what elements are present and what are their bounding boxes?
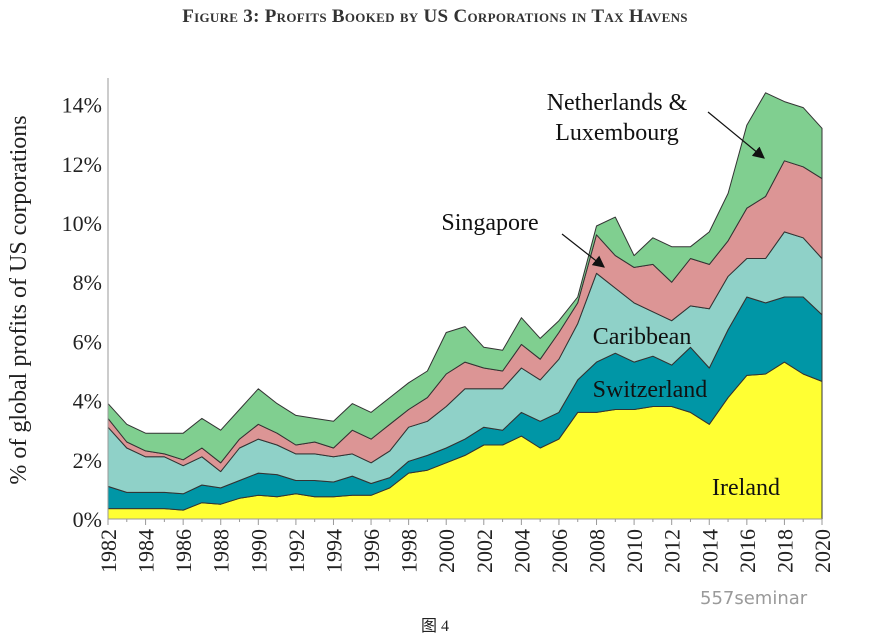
- watermark: 557seminar: [700, 588, 808, 609]
- figure-caption: 图 4: [420, 618, 449, 635]
- annotation-singapore: Singapore: [441, 210, 538, 236]
- x-tick-label: 2020: [810, 529, 835, 573]
- annotation-caribbean: Caribbean: [593, 324, 692, 350]
- x-tick-label: 2012: [660, 529, 685, 573]
- y-tick-label: 4%: [73, 389, 102, 414]
- annotation-arrow-singapore: [561, 233, 605, 268]
- x-tick-label: 2006: [547, 529, 572, 573]
- x-tick-label: 2014: [697, 529, 722, 573]
- x-tick-label: 1998: [397, 529, 422, 573]
- x-tick-label: 1982: [96, 529, 121, 573]
- x-tick-label: 1990: [246, 529, 271, 573]
- y-axis-label: % of global profits of US corporations: [6, 115, 32, 484]
- annotation-ireland: Ireland: [712, 475, 780, 501]
- annotation-netherlands-line2: Luxembourg: [555, 120, 679, 146]
- y-tick-label: 0%: [73, 507, 102, 532]
- area-netherlands-luxembourg: [107, 92, 823, 464]
- y-tick-label: 10%: [62, 211, 102, 236]
- x-tick-label: 1996: [359, 529, 384, 573]
- x-tick-label: 2000: [434, 529, 459, 573]
- x-tick-label: 2002: [472, 529, 497, 573]
- annotation-arrow-netherlands: [707, 111, 765, 159]
- x-tick-label: 2004: [509, 529, 534, 573]
- annotation-netherlands-line1: Netherlands &: [547, 90, 688, 116]
- y-tick-label: 2%: [73, 448, 102, 473]
- chart-title: Figure 3: Profits Booked by US Corporati…: [182, 6, 688, 27]
- y-tick-label: 6%: [73, 329, 102, 354]
- y-tick-label: 12%: [62, 152, 102, 177]
- x-tick-label: 2008: [585, 529, 610, 573]
- y-tick-label: 8%: [73, 270, 102, 295]
- x-tick-label: 2016: [735, 529, 760, 573]
- x-tick-label: 1984: [134, 529, 159, 573]
- y-tick-label: 14%: [62, 93, 102, 118]
- x-tick-label: 1986: [171, 529, 196, 573]
- x-tick-label: 1988: [209, 529, 234, 573]
- x-tick-label: 1992: [284, 529, 309, 573]
- annotation-switzerland: Switzerland: [593, 377, 708, 403]
- x-tick-label: 2010: [622, 529, 647, 573]
- x-tick-label: 1994: [321, 529, 346, 573]
- x-tick-label: 2018: [772, 529, 797, 573]
